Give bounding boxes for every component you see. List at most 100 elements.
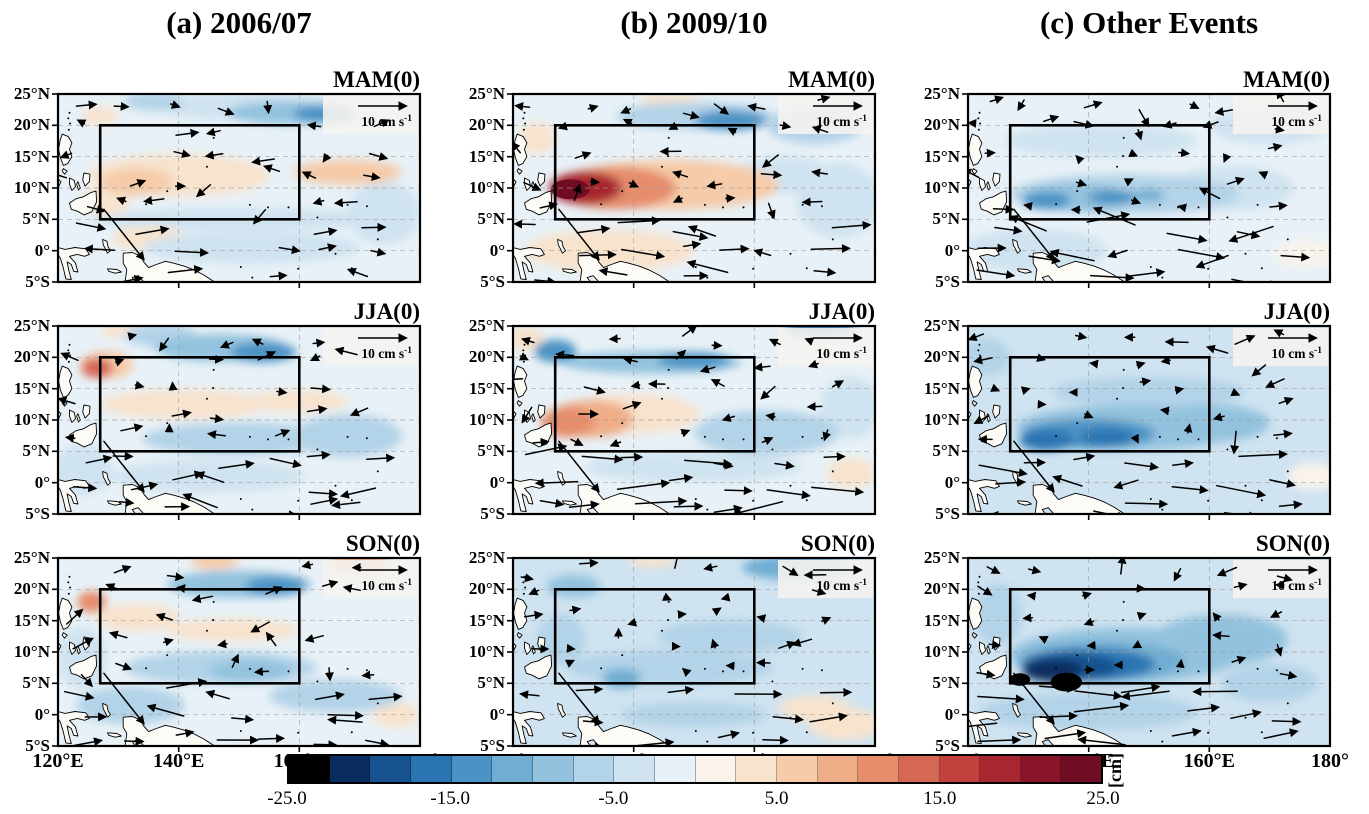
reference-vector-exponent: -1 — [1314, 114, 1322, 124]
lat-tick-label: 5°N — [932, 673, 960, 693]
lat-tick-label: 0° — [944, 704, 960, 724]
reference-vector-exponent: -1 — [1314, 346, 1322, 356]
map-panel: JJA(0) 25°N 20°N 15°N 10°N 5°N 0° 5°S 10 cm s-1 — [2, 299, 422, 523]
colorbar-segment — [736, 756, 777, 782]
lat-axis: 25°N 20°N 15°N 10°N 5°N 0° 5°S — [2, 316, 58, 523]
colorbar-segment — [858, 756, 899, 782]
lat-tick-label: 5°N — [22, 673, 50, 693]
svg-text:10 cm s-1: 10 cm s-1 — [816, 346, 867, 361]
lat-tick-label: 5°N — [477, 441, 505, 461]
map-plot: 10 cm s-1 — [52, 556, 422, 752]
lat-tick-label: 20°N — [923, 347, 960, 367]
current-vectors — [58, 332, 396, 514]
lat-tick-label: 10°N — [13, 642, 50, 661]
lat-tick-label: 5°N — [477, 673, 505, 693]
lat-axis: 25°N 20°N 15°N 10°N 5°N 0° 5°S — [457, 316, 513, 523]
colorbar-segment — [980, 756, 1021, 782]
reference-vector-label: 10 cm s — [816, 346, 859, 361]
lat-tick-label: 20°N — [468, 115, 505, 135]
reference-vector-label: 10 cm s — [1271, 578, 1314, 593]
lat-tick-label: 25°N — [468, 316, 505, 335]
study-region-box — [1008, 123, 1211, 221]
reference-vector-label: 10 cm s — [361, 578, 404, 593]
lat-tick-label: 0° — [489, 704, 505, 724]
lat-tick-label: 0° — [489, 240, 505, 260]
lat-tick-label: 10°N — [13, 178, 50, 197]
current-vectors — [968, 94, 1311, 282]
lat-axis: 25°N 20°N 15°N 10°N 5°N 0° 5°S — [912, 548, 968, 755]
lat-tick-label: 10°N — [923, 410, 960, 429]
lat-tick-label: 5°S — [935, 736, 960, 755]
colorbar-unit-label: [cm] — [1104, 753, 1125, 788]
lat-tick-label: 0° — [34, 704, 50, 724]
current-vectors — [968, 329, 1303, 514]
lat-tick-label: 0° — [944, 472, 960, 492]
lat-tick-label: 25°N — [923, 548, 960, 567]
lat-tick-label: 15°N — [923, 146, 960, 166]
reference-vector-label: 10 cm s — [1271, 114, 1314, 129]
lat-tick-label: 5°N — [932, 209, 960, 229]
panel-season-label: JJA(0) — [353, 299, 420, 324]
lat-axis: 25°N 20°N 15°N 10°N 5°N 0° 5°S — [457, 84, 513, 291]
panel-season-label: MAM(0) — [1243, 67, 1330, 92]
lat-tick-label: 15°N — [13, 146, 50, 166]
lat-tick-label: 25°N — [468, 84, 505, 103]
current-vectors — [58, 100, 390, 282]
reference-vector-label: 10 cm s — [1271, 346, 1314, 361]
map-panel: SON(0) 25°N 20°N 15°N 10°N 5°N 0° 5°S 10 cm s-1… — [457, 532, 894, 773]
lat-tick-label: 5°S — [935, 504, 960, 523]
lon-tick-label: 160°E — [1183, 750, 1235, 772]
map-panel: JJA(0) 25°N 20°N 15°N 10°N 5°N 0° 5°S 10 cm s-1 — [912, 300, 1332, 523]
lat-tick-label: 5°S — [25, 504, 50, 523]
svg-text:10 cm s-1: 10 cm s-1 — [361, 578, 412, 593]
svg-text:10 cm s-1: 10 cm s-1 — [1271, 346, 1322, 361]
colorbar-segment — [370, 756, 411, 782]
panel-season-label: MAM(0) — [333, 67, 420, 92]
lat-tick-label: 5°S — [480, 736, 505, 755]
reference-vector-exponent: -1 — [859, 578, 867, 588]
lat-tick-label: 5°N — [477, 209, 505, 229]
map-panel: MAM(0) 25°N 20°N 15°N 10°N 5°N 0° 5°S 10 cm s-1 — [912, 67, 1332, 291]
colorbar-segment — [492, 756, 533, 782]
column-title: (b) 2009/10 — [620, 5, 768, 40]
colorbar-segment — [1061, 756, 1102, 782]
column-a: (a) 2006/07 MAM(0) 25°N 20°N 15°N 10°N 5°N 0°… — [2, 0, 439, 773]
reference-vector-exponent: -1 — [1314, 578, 1322, 588]
lat-tick-label: 5°N — [932, 441, 960, 461]
lat-tick-label: 25°N — [13, 548, 50, 567]
colorbar-segment — [289, 756, 330, 782]
map-panel: MAM(0) 25°N 20°N 15°N 10°N 5°N 0° 5°S 10 cm s-1 — [457, 68, 877, 291]
lon-tick-label: 180° — [1311, 750, 1349, 772]
colorbar-segment — [898, 756, 940, 782]
panel-season-label: SON(0) — [345, 531, 420, 556]
lat-tick-label: 15°N — [923, 378, 960, 398]
map-plot: 10 cm s-1 — [507, 324, 877, 520]
reference-vector-label: 10 cm s — [816, 578, 859, 593]
map-plot: 10 cm s-1 — [507, 556, 877, 752]
lon-tick-label: 140°E — [152, 750, 205, 772]
lat-tick-label: 20°N — [13, 347, 50, 367]
colorbar-tick-label: 25.0 — [1086, 788, 1120, 809]
map-panel: MAM(0) 25°N 20°N 15°N 10°N 5°N 0° 5°S 10 cm s-1 — [2, 67, 422, 291]
colorbar-segment — [695, 756, 737, 782]
lat-axis: 25°N 20°N 15°N 10°N 5°N 0° 5°S — [457, 548, 513, 755]
svg-text:10 cm s-1: 10 cm s-1 — [1271, 578, 1322, 593]
map-panel: SON(0) 25°N 20°N 15°N 10°N 5°N 0° 5°S 10 cm s-1… — [2, 531, 439, 773]
reference-vector-label: 10 cm s — [361, 346, 404, 361]
lon-tick-label: 120°E — [32, 750, 84, 772]
lat-tick-label: 15°N — [923, 610, 960, 630]
lat-tick-label: 5°S — [25, 736, 50, 755]
column-c: (c) Other Events MAM(0) 25°N 20°N 15°N 10°N… — [912, 0, 1349, 772]
study-region-box — [98, 355, 301, 453]
colorbar-labels: -25.0 -15.0 -5.0 5.0 15.0 25.0 — [267, 788, 1119, 812]
lat-tick-label: 0° — [34, 240, 50, 260]
colorbar-segment — [614, 756, 655, 782]
current-vectors — [968, 558, 1302, 746]
lat-tick-label: 20°N — [923, 579, 960, 599]
svg-text:10 cm s-1: 10 cm s-1 — [361, 114, 412, 129]
current-vectors — [519, 558, 853, 746]
map-plot: 10 cm s-1 — [962, 556, 1332, 752]
lat-tick-label: 20°N — [13, 115, 50, 135]
current-vectors — [513, 326, 865, 514]
